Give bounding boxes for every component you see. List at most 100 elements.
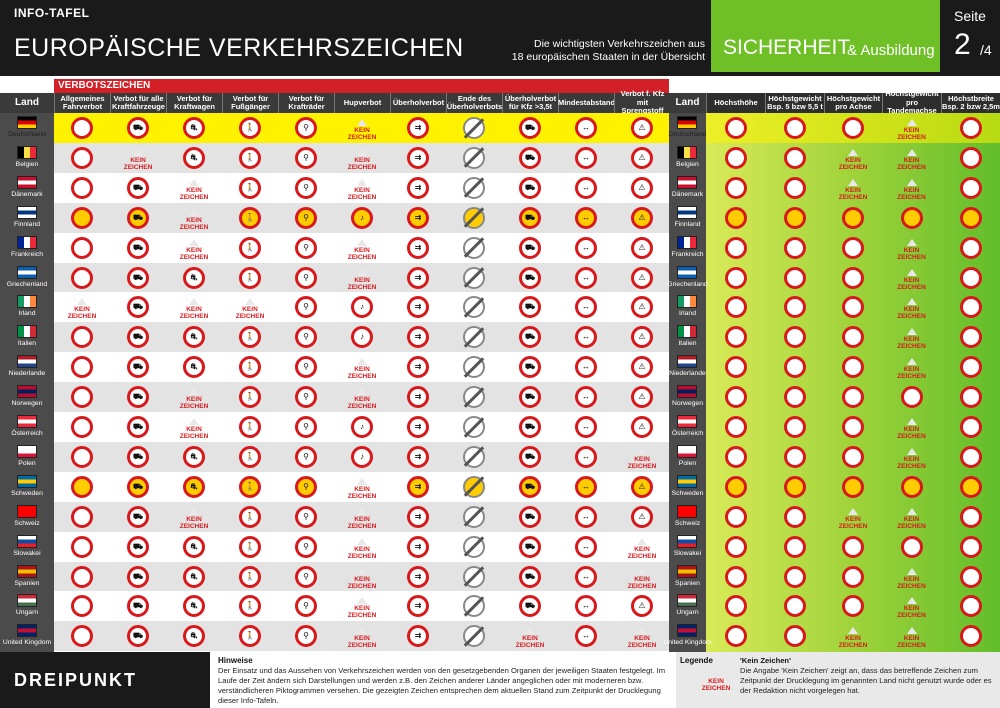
traffic-sign-icon: ⛐ <box>183 535 205 558</box>
info-tafel-label: INFO-TAFEL <box>14 6 90 20</box>
country-name: United Kingdom <box>663 639 712 647</box>
traffic-sign-icon: ⛟ <box>519 356 541 379</box>
traffic-sign-icon: ⇉ <box>407 625 429 648</box>
restriction-sign-icon <box>783 595 806 618</box>
country-name: Schweiz <box>674 519 701 527</box>
kein-zeichen-label: KEIN ZEICHEN <box>176 418 212 440</box>
restriction-sign-icon <box>842 356 864 379</box>
column-header-4: Verbot für Fußgänger <box>222 93 278 113</box>
traffic-sign-icon <box>463 625 485 648</box>
country-name: Schweiz <box>14 519 40 527</box>
flag-deutschland-icon <box>17 116 37 129</box>
traffic-sign-icon: ↔ <box>575 535 597 558</box>
restriction-sign-icon <box>724 535 747 558</box>
flag-spanien-icon <box>17 564 37 578</box>
traffic-sign-icon: ⇉ <box>407 535 429 558</box>
traffic-sign-icon: ↔ <box>575 565 597 588</box>
traffic-sign-icon: ⛟ <box>519 386 541 409</box>
kein-zeichen-label: KEIN ZEICHEN <box>64 298 100 320</box>
flag-dänemark-icon <box>677 175 697 189</box>
traffic-sign-icon: ⛟ <box>127 206 149 229</box>
table-row <box>54 232 669 263</box>
country-name: Spanien <box>675 579 700 587</box>
kein-zeichen-label: KEIN ZEICHEN <box>344 178 380 201</box>
traffic-sign-icon: ⛟ <box>127 625 149 648</box>
category-banner: SICHERHEIT & Ausbildung <box>711 0 940 72</box>
traffic-sign-icon <box>463 595 485 618</box>
flag-norwegen-icon <box>17 385 37 399</box>
restriction-sign-icon <box>900 475 923 498</box>
traffic-sign-icon: ⛐ <box>183 475 205 498</box>
traffic-sign-icon: ↔ <box>575 445 597 468</box>
traffic-sign-icon <box>463 176 485 199</box>
kein-zeichen-label: KEIN ZEICHEN <box>894 178 930 201</box>
traffic-sign-icon: ⛟ <box>127 535 149 558</box>
traffic-sign-icon: ↔ <box>575 356 597 379</box>
traffic-sign-icon: 🚶 <box>239 535 261 558</box>
kein-zeichen-label: KEIN ZEICHEN <box>120 148 156 171</box>
category-rest: & Ausbildung <box>847 42 935 59</box>
traffic-sign-icon: ♪ <box>351 416 373 438</box>
traffic-sign-icon: ⛟ <box>127 356 149 379</box>
kein-zeichen-label: KEIN ZEICHEN <box>344 268 380 291</box>
traffic-sign-icon: 🚶 <box>239 595 261 618</box>
flag-schweiz-icon <box>17 504 37 518</box>
traffic-sign-icon <box>71 386 93 409</box>
traffic-sign-icon: ⛟ <box>519 206 541 229</box>
restriction-sign-icon <box>724 326 747 349</box>
traffic-sign-icon <box>71 416 93 438</box>
table-row <box>54 142 669 173</box>
kein-zeichen-label: KEIN ZEICHEN <box>894 447 930 470</box>
restriction-sign-icon <box>959 356 982 379</box>
country-name: Belgien <box>15 160 39 168</box>
traffic-sign-icon: ⇉ <box>407 326 429 349</box>
page-subtitle: Die wichtigsten Verkehrszeichen aus 18 e… <box>500 38 705 64</box>
traffic-sign-icon: ♪ <box>351 445 373 468</box>
page-number: 2 <box>954 28 971 61</box>
traffic-sign-icon: ⚲ <box>295 505 317 528</box>
kein-zeichen-label: KEIN ZEICHEN <box>835 507 871 530</box>
country-name: Österreich <box>11 430 43 437</box>
traffic-sign-icon <box>71 595 93 618</box>
traffic-sign-icon: ⚠ <box>631 296 653 319</box>
column-header-6: Hupverbot <box>334 93 390 113</box>
column-header-9: Überholverbot für Kfz >3,5t <box>502 93 558 113</box>
flag-finnland-icon <box>677 205 697 219</box>
traffic-sign-icon: 🚶 <box>239 475 261 498</box>
traffic-sign-icon <box>463 535 485 558</box>
restriction-sign-icon <box>842 236 864 259</box>
traffic-sign-icon: ♪ <box>351 206 373 229</box>
traffic-sign-icon: ⛐ <box>183 565 205 588</box>
restriction-sign-icon <box>724 266 747 289</box>
kein-zeichen-label: KEIN ZEICHEN <box>835 178 871 201</box>
restriction-sign-icon <box>783 236 806 259</box>
traffic-sign-icon: ⛟ <box>127 266 149 289</box>
traffic-sign-icon <box>71 176 93 199</box>
traffic-sign-icon <box>71 535 93 558</box>
traffic-sign-icon <box>463 117 485 139</box>
flag-schweden-icon <box>677 474 697 488</box>
flag-norwegen-icon <box>677 385 697 399</box>
traffic-sign-icon: ⚲ <box>295 146 317 169</box>
traffic-sign-icon: ⛟ <box>127 565 149 588</box>
category-main: SICHERHEIT <box>723 36 851 59</box>
traffic-sign-icon <box>71 356 93 379</box>
restriction-sign-icon <box>724 146 747 169</box>
traffic-sign-icon: ⚠ <box>631 475 653 498</box>
traffic-sign-icon: 🚶 <box>239 326 261 349</box>
traffic-sign-icon <box>463 236 485 259</box>
right-column-header-3: Höchstgewicht pro Achse <box>824 93 882 113</box>
flag-united-kingdom-icon <box>677 624 697 638</box>
column-header-10: Mindestabstand <box>558 93 615 113</box>
flag-frankreich-icon <box>17 235 37 249</box>
traffic-sign-icon: ⇉ <box>407 206 429 229</box>
traffic-sign-icon: ⛟ <box>519 595 541 618</box>
traffic-sign-icon: ⛟ <box>127 595 149 618</box>
restriction-sign-icon <box>900 386 923 409</box>
kein-zeichen-label: KEIN ZEICHEN <box>176 388 212 410</box>
flag-italien-icon <box>677 325 697 339</box>
traffic-sign-icon: ⛐ <box>183 356 205 379</box>
traffic-sign-icon: ⛟ <box>519 326 541 349</box>
traffic-sign-icon: 🚶 <box>239 266 261 289</box>
traffic-sign-icon: ⛐ <box>183 595 205 618</box>
